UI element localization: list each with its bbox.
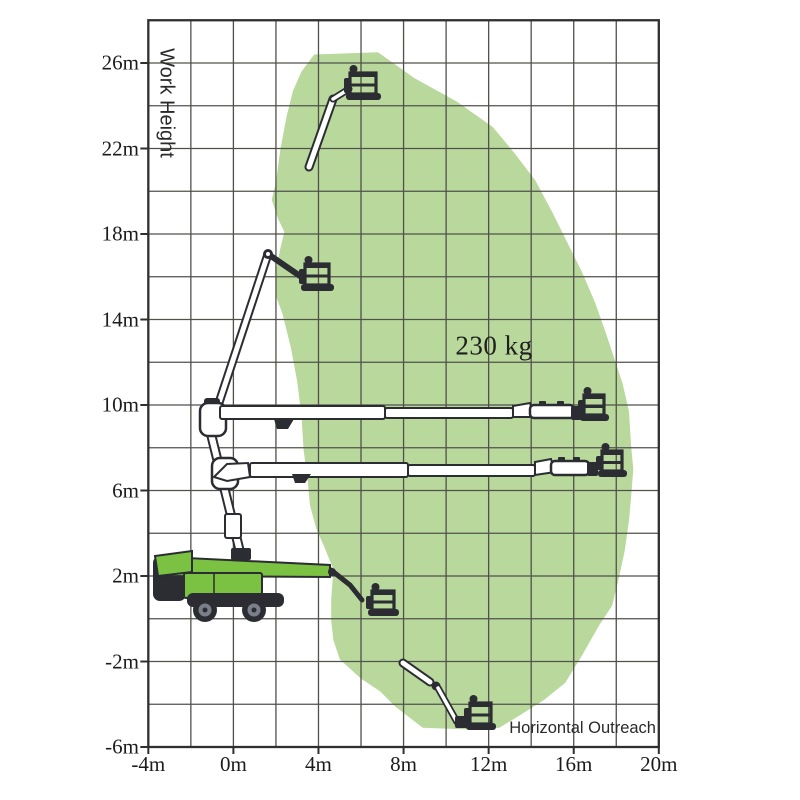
- basket-top-rail: [601, 450, 623, 455]
- boom-core: [306, 96, 336, 170]
- basket-mid-rail: [305, 274, 329, 278]
- basket-top-rail: [583, 394, 605, 399]
- y-tick-label: 6m: [112, 478, 139, 502]
- y-tick-label: 26m: [101, 50, 139, 75]
- basket-mid-rail: [470, 713, 491, 717]
- machine-link: [328, 567, 365, 603]
- basket-knob: [583, 387, 592, 395]
- machine-part: [539, 401, 546, 406]
- basket-mid-rail: [350, 83, 376, 87]
- y-tick-label: -2m: [105, 649, 139, 673]
- basket-mid-rail: [584, 405, 604, 408]
- x-tick-label: -4m: [131, 752, 166, 776]
- basket-top-rail: [304, 263, 330, 268]
- machine-part: [328, 568, 336, 576]
- x-tick-label: 4m: [305, 752, 332, 776]
- machine-part: [558, 457, 565, 462]
- y-tick-label: 10m: [101, 392, 139, 417]
- machine-part: [231, 548, 251, 560]
- basket-knob: [601, 443, 610, 451]
- machine-part: [407, 464, 536, 477]
- y-tick-label: 2m: [112, 563, 139, 588]
- machine-part: [251, 607, 257, 613]
- y-tick-label: 18m: [101, 221, 139, 246]
- machine-part: [266, 252, 270, 256]
- x-axis-title: Horizontal Outreach: [509, 719, 656, 737]
- machine-part: [528, 403, 576, 420]
- x-tick-label: 8m: [390, 752, 417, 776]
- machine-part: [202, 607, 208, 613]
- machine-part: [274, 419, 294, 429]
- basket-top-rail: [349, 72, 377, 77]
- machine-part: [557, 401, 564, 406]
- basket-top-rail: [371, 590, 395, 595]
- x-tick-label: 20m: [640, 752, 678, 776]
- machine-part: [549, 459, 591, 477]
- machine-part: [224, 513, 242, 539]
- basket-knob: [304, 256, 313, 264]
- y-tick-label: 14m: [101, 307, 139, 331]
- machine-link: [265, 251, 303, 279]
- machine-part: [249, 462, 409, 478]
- basket-knob: [371, 583, 380, 591]
- capacity-label: 230 kg: [455, 330, 533, 361]
- boom-core: [400, 660, 433, 685]
- x-tick-label: 16m: [555, 752, 593, 776]
- y-tick-label: 22m: [101, 136, 139, 160]
- basket-mid-rail: [602, 461, 622, 464]
- y-tick-label: -6m: [105, 734, 139, 759]
- y-axis-title: Work Height: [155, 48, 178, 158]
- basket-top-rail: [469, 702, 492, 707]
- machine-part: [573, 457, 580, 462]
- basket-mid-rail: [372, 600, 394, 604]
- boom-core: [436, 686, 459, 724]
- x-tick-label: 12m: [469, 752, 508, 776]
- machine-part: [384, 407, 514, 419]
- basket-knob: [469, 695, 478, 703]
- x-tick-label: 0m: [219, 752, 247, 776]
- machine-part: [587, 462, 598, 476]
- machine-part: [219, 405, 386, 420]
- basket-knob: [349, 65, 358, 73]
- work-envelope-region: [271, 52, 634, 730]
- machine-part: [292, 474, 311, 483]
